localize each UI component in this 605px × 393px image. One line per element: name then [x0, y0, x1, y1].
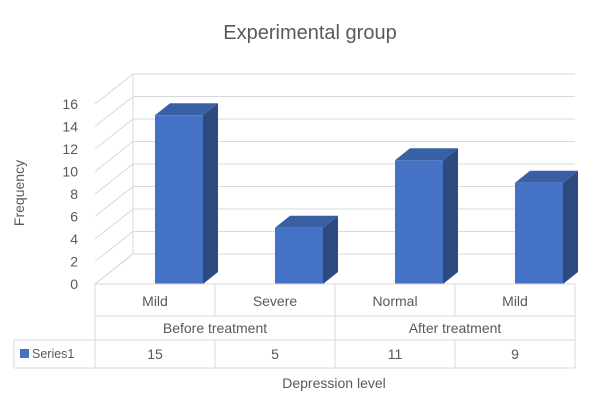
- data-table-value: 15: [147, 346, 163, 362]
- bar-front-face: [395, 160, 443, 284]
- bar-front-face: [275, 227, 323, 284]
- gridline-left-4: [94, 208, 134, 240]
- gridline-left-6: [94, 186, 134, 217]
- bars: [155, 103, 578, 284]
- group-labels: Before treatment After treatment: [163, 320, 502, 336]
- legend-key-series1: [20, 349, 29, 358]
- gridline-left-2: [94, 231, 134, 262]
- y-tick-label: 2: [70, 254, 78, 270]
- chart-title: Experimental group: [223, 22, 396, 44]
- y-tick-label: 0: [70, 276, 78, 292]
- bar-top-face: [275, 215, 338, 228]
- gridline-left-0: [94, 253, 134, 285]
- gridline-left-16: [94, 73, 134, 105]
- category-label: Normal: [372, 293, 417, 309]
- bar-side-face: [203, 103, 218, 284]
- bar-mild-0: [155, 103, 218, 284]
- bar-front-face: [515, 182, 563, 284]
- category-label: Mild: [142, 293, 168, 309]
- y-axis-tick-labels: 0 2 4 6 8 10 12 14 16: [62, 96, 78, 292]
- category-label: Mild: [502, 293, 528, 309]
- y-tick-label: 10: [62, 164, 78, 180]
- bar-side-face: [563, 170, 578, 284]
- data-table-value: 5: [271, 346, 279, 362]
- bar-top-face: [395, 148, 458, 161]
- category-label: Severe: [253, 293, 298, 309]
- y-tick-label: 8: [70, 186, 78, 202]
- bar-top-face: [515, 170, 578, 183]
- y-tick-label: 6: [70, 209, 78, 225]
- group-label: Before treatment: [163, 320, 267, 336]
- gridline-left-12: [94, 118, 134, 150]
- bar-normal-2: [395, 148, 458, 284]
- gridline-left-14: [94, 96, 134, 127]
- group-label: After treatment: [409, 320, 502, 336]
- category-labels: Mild Severe Normal Mild: [142, 293, 528, 309]
- gridline-left-8: [94, 163, 134, 195]
- bar-side-face: [323, 215, 338, 284]
- data-table-value: 9: [511, 346, 519, 362]
- data-table-values: 15 5 11 9: [147, 346, 519, 362]
- bar-severe-1: [275, 215, 338, 284]
- y-tick-label: 12: [62, 141, 78, 157]
- y-tick-label: 16: [62, 96, 78, 112]
- bar-top-face: [155, 103, 218, 116]
- y-axis-label: Frequency: [11, 160, 27, 226]
- x-axis-label: Depression level: [282, 375, 386, 391]
- y-tick-label: 14: [62, 119, 78, 135]
- gridline-left-10: [94, 141, 134, 172]
- legend-series-name: Series1: [32, 347, 74, 361]
- data-table-grid: [13, 283, 576, 369]
- bar-side-face: [443, 148, 458, 284]
- bar-front-face: [155, 115, 203, 284]
- bar-mild-3: [515, 170, 578, 284]
- data-table-value: 11: [388, 346, 403, 362]
- y-tick-label: 4: [70, 231, 78, 247]
